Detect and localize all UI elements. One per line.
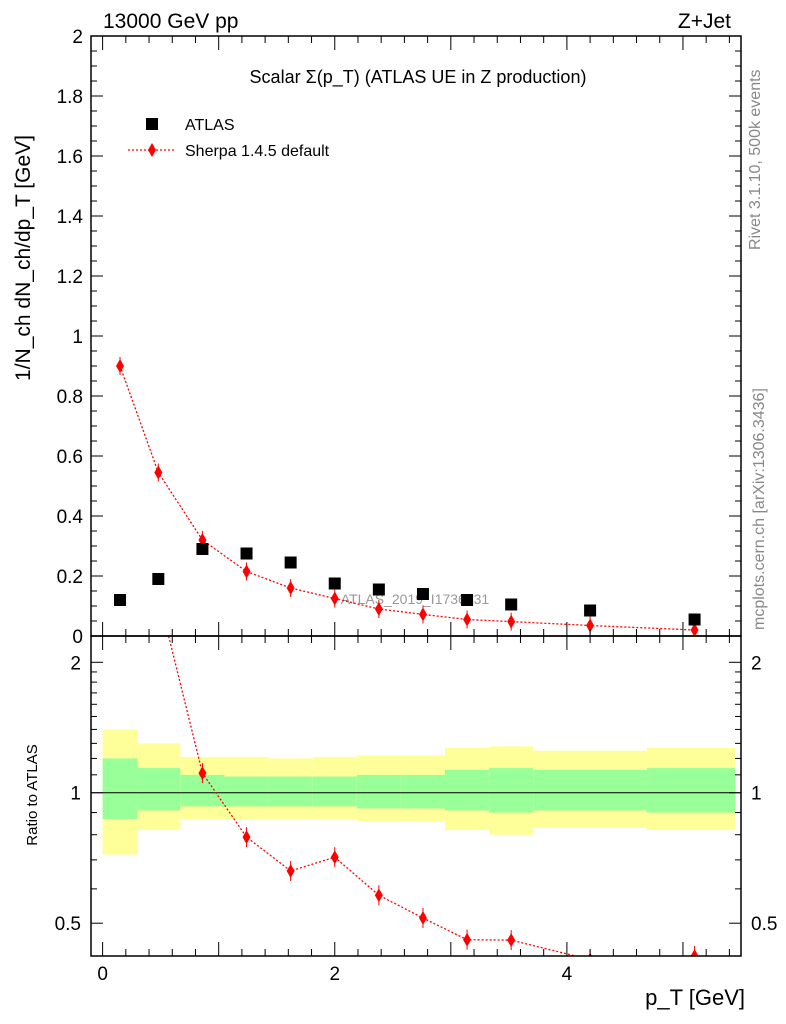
ratio-inner-band-3: [224, 776, 269, 807]
ratio-sherpa-point-2: [198, 766, 207, 781]
ratio-sherpa-point-11: [690, 949, 699, 956]
x-tick-label-2: 4: [562, 964, 573, 985]
main-y-tick-label-5: 1: [72, 327, 83, 348]
ratio-bands: [91, 729, 741, 855]
ratio-inner-band-7: [400, 774, 446, 809]
legend-label-sherpa: Sherpa 1.4.5 default: [185, 143, 330, 160]
mcplots-label: mcplots.cern.ch [arXiv:1306.3436]: [751, 388, 768, 630]
atlas-point-9: [505, 598, 518, 611]
atlas-point-6: [372, 583, 385, 596]
x-ticks: 0 2 4: [97, 36, 730, 985]
sherpa-point-10: [586, 618, 595, 633]
legend-marker-sherpa: [148, 143, 156, 157]
atlas-point-3: [240, 547, 253, 560]
sherpa-point-4: [286, 581, 295, 595]
ratio-y-label: Ratio to ATLAS: [24, 744, 41, 845]
main-y-tick-label-8: 1.6: [57, 147, 83, 168]
sherpa-point-9: [507, 614, 516, 629]
ratio-sherpa-point-8: [463, 932, 472, 947]
sherpa-point-8: [463, 612, 472, 627]
main-y-tick-label-7: 1.4: [57, 207, 84, 228]
main-title: Scalar Σ(p_T) (ATLAS UE in Z production): [250, 67, 587, 88]
atlas-point-8: [461, 594, 474, 606]
ratio-sherpa-point-6: [374, 888, 383, 903]
ratio-y-tick-label-2: 2: [70, 653, 81, 674]
ratio-inner-band-8: [445, 769, 490, 811]
ratio-inner-band-11: [646, 768, 736, 813]
ratio-inner-band-10: [533, 769, 647, 811]
main-y-tick-label-2: 0.4: [57, 507, 84, 528]
ratio-inner-band-9: [489, 768, 534, 813]
ratio-sherpa-point-9: [507, 933, 516, 948]
ratio-inner-band-6: [356, 774, 401, 809]
atlas-point-10: [584, 604, 597, 617]
ratio-inner-band-4: [268, 776, 313, 807]
x-axis-label: p_T [GeV]: [645, 985, 745, 1010]
x-tick-label-0: 0: [97, 964, 108, 985]
rivet-label: Rivet 3.1.10, 500k events: [747, 69, 764, 250]
ratio-inner-band-0: [102, 758, 138, 819]
sherpa-point-5: [330, 591, 339, 606]
ratio-y-tick-label-right-1: 1: [751, 784, 762, 805]
ratio-y-ticks: 0.5 0.5 1 1 2 2: [55, 653, 778, 935]
main-data-layer: [114, 357, 701, 636]
x-tick-label-1: 2: [329, 964, 340, 985]
main-y-tick-label-9: 1.8: [57, 87, 83, 108]
main-y-tick-label-10: 2: [72, 27, 83, 48]
atlas-point-0: [114, 594, 127, 606]
legend: ATLAS Sherpa 1.4.5 default: [128, 117, 330, 160]
ratio-y-tick-label-right-2: 2: [751, 653, 762, 674]
sherpa-point-3: [242, 564, 251, 579]
sherpa-point-1: [154, 465, 163, 480]
atlas-point-1: [152, 573, 165, 585]
header-left: 13000 GeV pp: [103, 10, 238, 33]
main-y-tick-label-4: 0.8: [57, 387, 83, 408]
sherpa-line: [119, 365, 695, 631]
ratio-inner-band-5: [312, 776, 357, 807]
ratio-sherpa-point-5: [330, 850, 339, 865]
ratio-y-tick-label-right-0: 0.5: [751, 914, 777, 935]
ratio-inner-band-1: [137, 768, 181, 811]
atlas-point-11: [688, 613, 701, 626]
ratio-y-tick-label-1: 1: [70, 784, 81, 805]
ratio-sherpa-line: [167, 636, 695, 956]
ratio-y-tick-label-0: 0.5: [55, 914, 81, 935]
atlas-point-5: [328, 577, 341, 590]
ratio-sherpa-point-4: [286, 863, 295, 878]
sherpa-point-0: [116, 359, 125, 373]
sherpa-point-7: [418, 607, 427, 622]
atlas-point-7: [416, 588, 429, 600]
ratio-frame: [90, 635, 742, 957]
legend-marker-atlas: [146, 118, 158, 130]
main-y-label: 1/N_ch dN_ch/dp_T [GeV]: [12, 135, 35, 381]
ratio-panel: 0.5 0.5 1 1 2 2 0 2 4 Ratio to ATLAS p_T [GeV]: [24, 36, 777, 1010]
main-y-tick-label-3: 0.6: [57, 447, 83, 468]
ratio-sherpa-point-3: [242, 830, 251, 845]
legend-label-atlas: ATLAS: [185, 117, 235, 134]
header-right: Z+Jet: [678, 10, 731, 33]
sherpa-point-6: [374, 602, 383, 616]
sherpa-point-11: [690, 623, 699, 636]
main-panel: Scalar Σ(p_T) (ATLAS UE in Z production)…: [12, 27, 742, 648]
atlas-point-2: [196, 543, 209, 555]
main-y-ticks: 0 0.2 0.4 0.6 0.8 1 1.2 1.4 1.6 1.8 2: [57, 27, 741, 648]
atlas-point-4: [284, 556, 297, 569]
main-y-tick-label-1: 0.2: [57, 567, 83, 588]
ratio-data-layer: [167, 636, 699, 956]
main-y-tick-label-6: 1.2: [57, 267, 83, 288]
ratio-sherpa-point-7: [418, 910, 427, 925]
main-y-tick-label-0: 0: [72, 627, 83, 648]
